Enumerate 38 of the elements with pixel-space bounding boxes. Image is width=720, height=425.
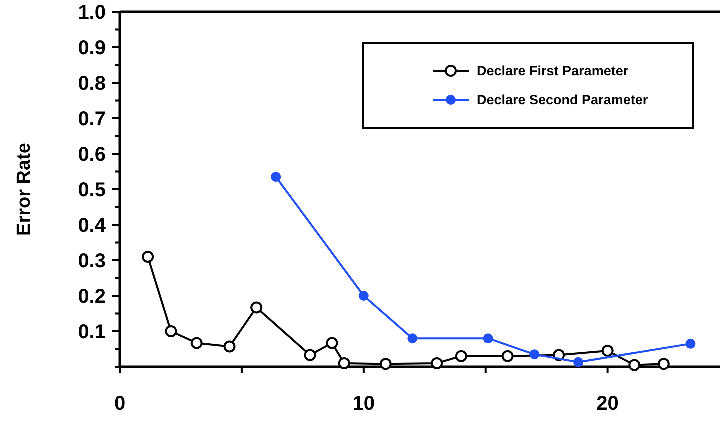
y-tick-label: 1.0 — [78, 2, 106, 24]
point — [628, 359, 641, 372]
point — [304, 349, 316, 362]
point — [338, 357, 350, 370]
point — [224, 340, 236, 353]
y-tick-label: 0.1 — [78, 322, 106, 344]
point — [431, 357, 444, 370]
point — [142, 250, 154, 263]
y-tick-label: 0.6 — [78, 144, 106, 166]
y-tick-label: 0.7 — [78, 108, 106, 130]
x-tick-label: 0 — [114, 393, 126, 415]
legend-label: Declare Second Parameter — [477, 92, 649, 108]
x-tick-label: 10 — [352, 393, 376, 415]
legend-label: Declare First Parameter — [477, 64, 630, 79]
point — [483, 334, 494, 344]
y-tick-label: 0.8 — [78, 73, 106, 95]
point — [408, 334, 418, 344]
point — [380, 358, 392, 370]
point — [250, 302, 263, 314]
point — [574, 357, 584, 368]
y-tick-label: 0.5 — [78, 180, 106, 202]
point — [358, 291, 369, 301]
point — [530, 350, 540, 360]
point — [502, 350, 514, 362]
y-tick-label: 0.9 — [78, 38, 106, 60]
point — [455, 350, 468, 362]
y-axis-title: Error Rate — [14, 143, 35, 236]
point — [190, 337, 203, 350]
x-tick-label: 20 — [596, 393, 619, 415]
y-tick-label: 0.3 — [78, 250, 106, 272]
y-tick-label: 0.4 — [78, 215, 107, 237]
point — [658, 358, 670, 370]
point — [602, 345, 614, 358]
point — [686, 338, 696, 349]
y-tick-label: 0.2 — [78, 286, 106, 308]
point — [271, 172, 282, 182]
point — [326, 337, 338, 350]
point — [165, 326, 178, 338]
